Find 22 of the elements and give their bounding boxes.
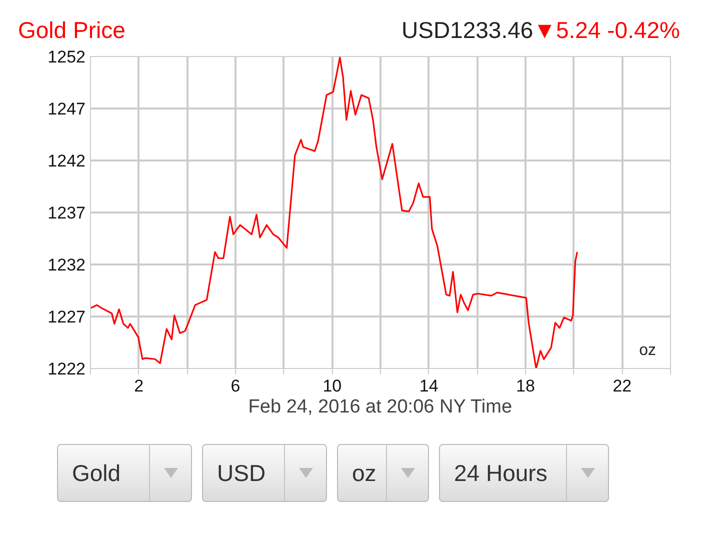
x-tick-label: 10 (322, 376, 342, 396)
y-tick-label: 1232 (48, 256, 86, 274)
y-tick-label: 1222 (48, 360, 86, 378)
x-tick-label: 14 (419, 376, 438, 396)
y-tick-label: 1252 (48, 48, 86, 66)
chart-subtitle: USD1233.46 (402, 17, 534, 43)
text: USD (216, 458, 267, 488)
x-tick-label: 2 (134, 376, 144, 396)
y-tick-label: 1227 (48, 308, 86, 326)
text: oz (351, 458, 378, 488)
y-tick-label: 1237 (48, 204, 86, 222)
text: ▼5.24 -0.42% (533, 17, 680, 43)
y-tick-label: 1242 (48, 152, 86, 170)
y-tick-label: 1247 (48, 100, 86, 118)
chart-title: Gold Price (18, 16, 126, 45)
annotation: oz (639, 342, 656, 360)
x-axis-title: Feb 24, 2016 at 20:06 NY Time (248, 396, 512, 418)
text: Gold (71, 458, 122, 488)
text: 24 Hours (453, 458, 548, 488)
x-tick-label: 6 (230, 376, 240, 396)
x-tick-label: 22 (612, 376, 632, 396)
x-tick-label: 18 (516, 376, 535, 396)
